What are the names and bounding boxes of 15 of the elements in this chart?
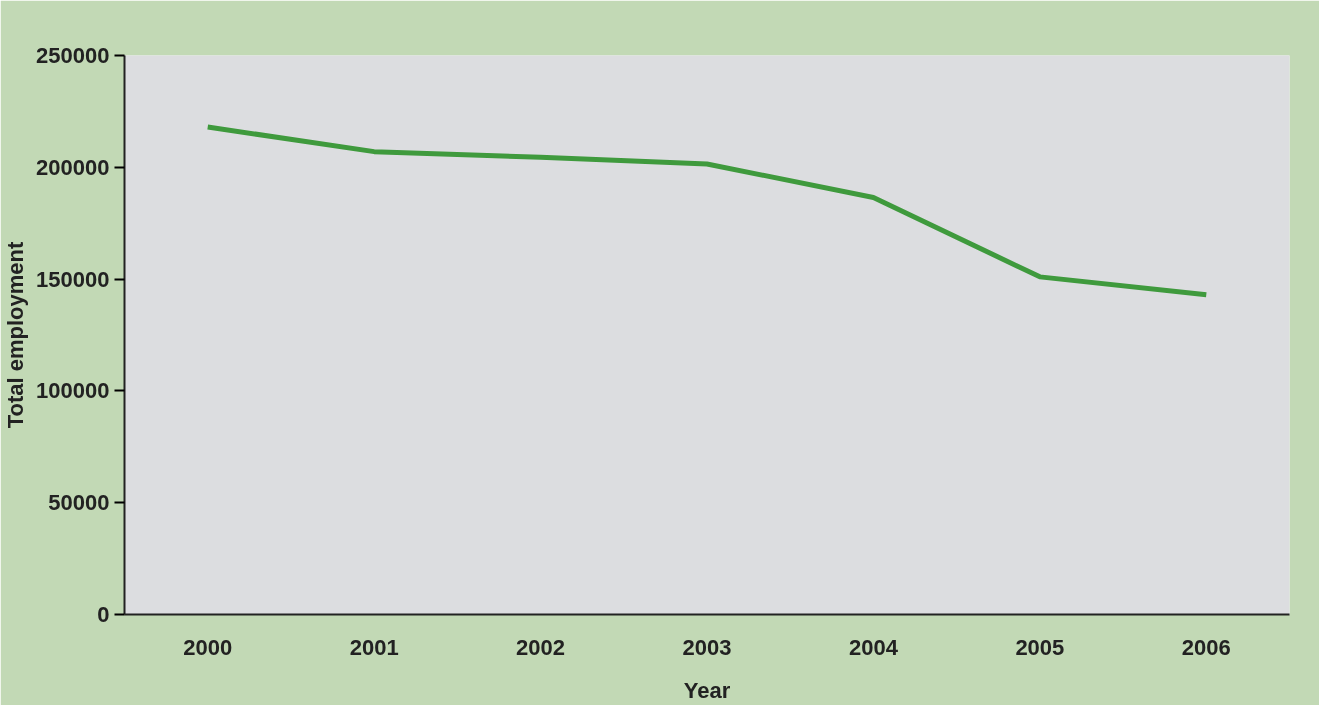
x-axis-title: Year <box>683 677 731 703</box>
y-tick-label: 200000 <box>36 154 110 180</box>
y-tick-label: 150000 <box>36 266 110 292</box>
y-tick-label: 50000 <box>48 490 110 516</box>
y-tick-label: 100000 <box>36 378 110 404</box>
x-tick-label: 2002 <box>516 634 566 660</box>
y-tick-label: 0 <box>97 602 110 627</box>
x-tick-label: 2004 <box>848 634 899 660</box>
y-axis-title: Total employment <box>3 241 29 429</box>
y-tick-label: 250000 <box>36 43 110 68</box>
x-tick-label: 2000 <box>183 634 233 660</box>
x-tick-label: 2003 <box>682 634 732 660</box>
x-tick-label: 2005 <box>1015 634 1065 660</box>
x-tick-label: 2006 <box>1181 634 1231 660</box>
x-tick-label: 2001 <box>349 634 399 660</box>
